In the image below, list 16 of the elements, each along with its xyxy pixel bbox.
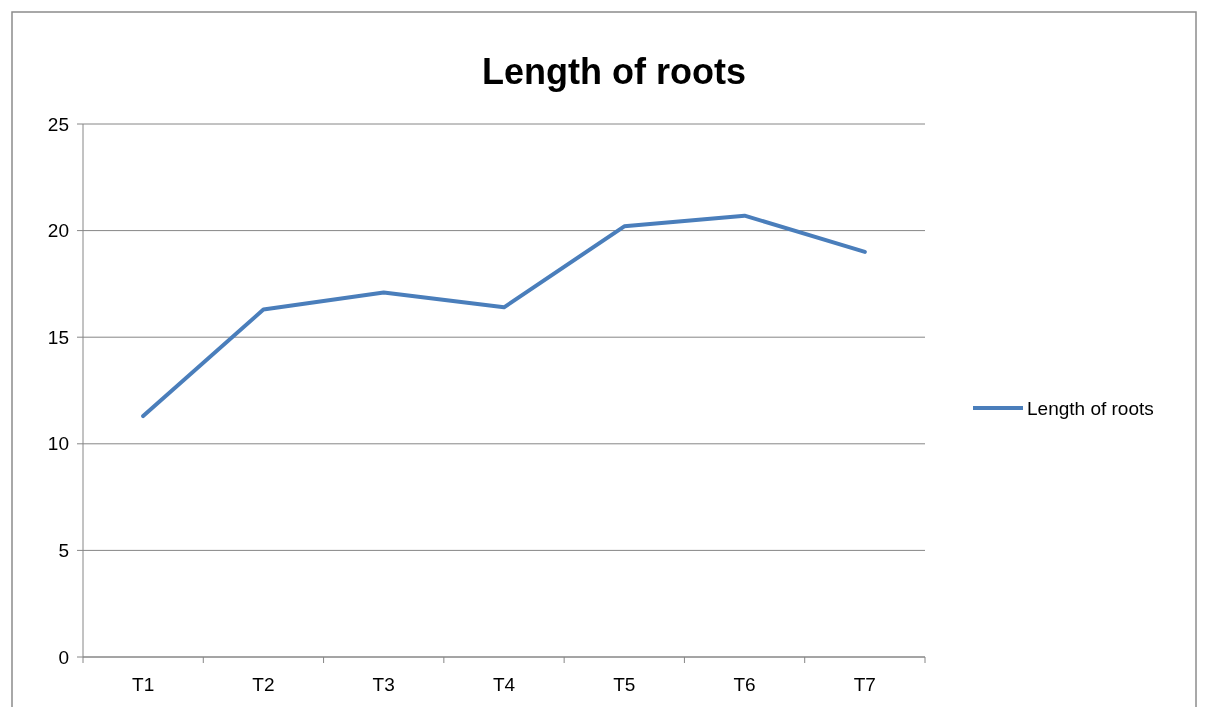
- x-tick-label: T7: [853, 674, 876, 695]
- x-tick-label: T4: [492, 674, 516, 695]
- y-tick-label: 20: [47, 220, 69, 242]
- y-tick-label: 5: [58, 540, 69, 562]
- x-tick-label: T3: [372, 674, 395, 695]
- x-tick-label: T6: [733, 674, 756, 695]
- y-tick-label: 15: [47, 326, 69, 348]
- y-tick-label: 25: [47, 113, 69, 135]
- x-tick-label: T2: [252, 674, 275, 695]
- x-tick-label: T1: [132, 674, 155, 695]
- y-tick-label: 0: [58, 646, 69, 668]
- chart-title: Length of roots: [482, 51, 746, 92]
- line-series: [141, 213, 867, 419]
- y-tick-label: 10: [47, 433, 69, 455]
- x-tick-label: T5: [613, 674, 636, 695]
- legend-label: Length of roots: [1027, 397, 1154, 419]
